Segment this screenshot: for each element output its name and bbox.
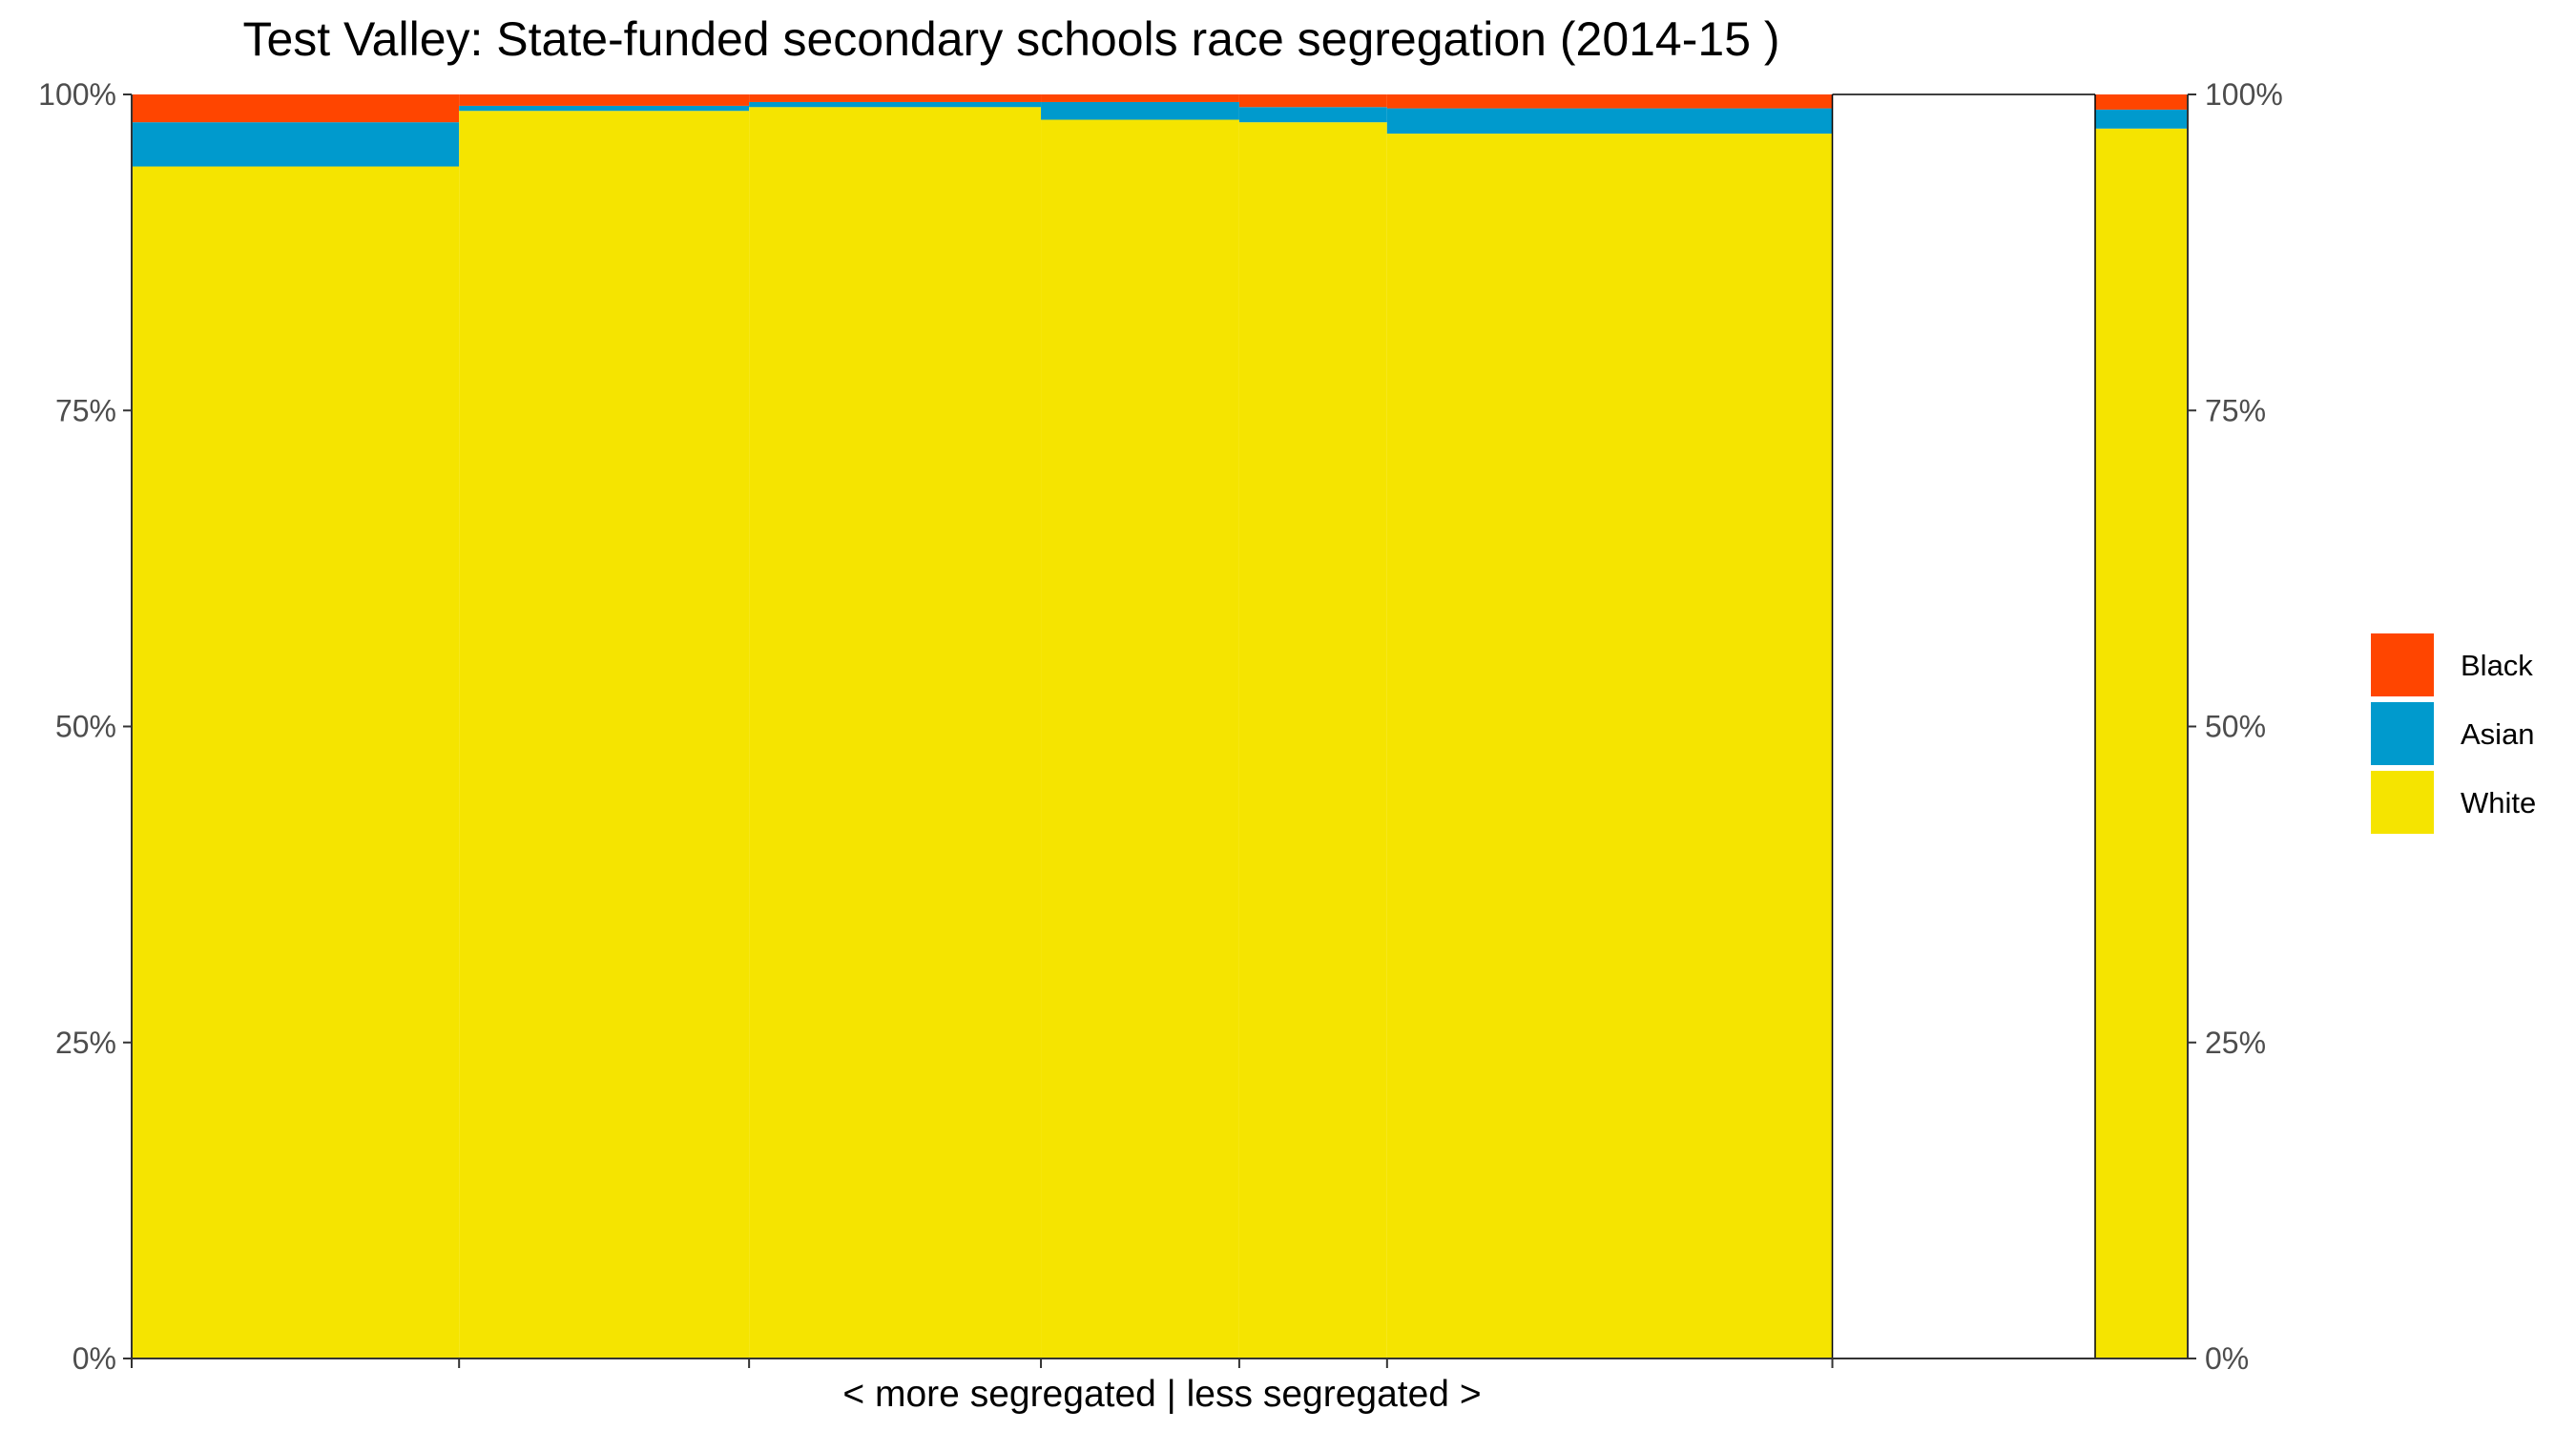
- right-y-tick-label: 100%: [2205, 77, 2283, 112]
- school-5-black-segment: [1238, 94, 1387, 108]
- right-y-tick-label: 75%: [2205, 393, 2266, 427]
- school-4-white-segment: [1041, 119, 1239, 1358]
- school-2-black-segment: [459, 94, 750, 106]
- school-5-asian-segment: [1238, 107, 1387, 123]
- legend-label-white: White: [2461, 786, 2536, 819]
- left-y-tick-label: 50%: [55, 710, 116, 744]
- school-2-asian-segment: [459, 105, 750, 112]
- right-y-tick-label: 50%: [2205, 710, 2266, 744]
- left-y-tick-label: 25%: [55, 1026, 116, 1060]
- school-6-asian-segment: [1386, 108, 1833, 135]
- summary-all-asian-segment: [2095, 109, 2188, 129]
- school-3-black-segment: [749, 94, 1042, 102]
- axes-group: 0% 0% 25% 25% 50% 50% 75% 75% 100% 100%: [38, 77, 2283, 1376]
- left-y-tick-label: 100%: [38, 77, 116, 112]
- school-4-black-segment: [1041, 94, 1239, 102]
- school-1-asian-segment: [132, 122, 460, 167]
- right-y-tick-label: 0%: [2205, 1341, 2249, 1376]
- school-3-white-segment: [749, 107, 1042, 1358]
- x-axis-title: < more segregated | less segregated >: [842, 1374, 1481, 1415]
- school-4-asian-segment: [1041, 101, 1239, 120]
- legend-label-black: Black: [2461, 649, 2533, 682]
- chart-title: Test Valley: State-funded secondary scho…: [242, 12, 1780, 66]
- legend-swatch-asian: [2371, 702, 2434, 765]
- school-5-white-segment: [1238, 122, 1387, 1358]
- legend-swatch-white: [2371, 771, 2434, 834]
- school-1-black-segment: [132, 94, 460, 123]
- right-y-tick-label: 25%: [2205, 1026, 2266, 1060]
- school-3-asian-segment: [749, 101, 1042, 108]
- bars-group: [132, 93, 2188, 1359]
- school-6-black-segment: [1386, 94, 1833, 109]
- left-y-tick-label: 0%: [73, 1341, 116, 1376]
- legend-label-asian: Asian: [2461, 717, 2535, 751]
- summary-all-white-segment: [2095, 128, 2188, 1358]
- school-1-white-segment: [132, 166, 460, 1358]
- school-6-white-segment: [1386, 134, 1833, 1359]
- left-y-tick-label: 75%: [55, 393, 116, 427]
- legend-swatch-black: [2371, 633, 2434, 696]
- school-2-white-segment: [459, 111, 750, 1359]
- legend: Black Asian White: [2371, 633, 2536, 834]
- summary-all-black-segment: [2095, 94, 2188, 110]
